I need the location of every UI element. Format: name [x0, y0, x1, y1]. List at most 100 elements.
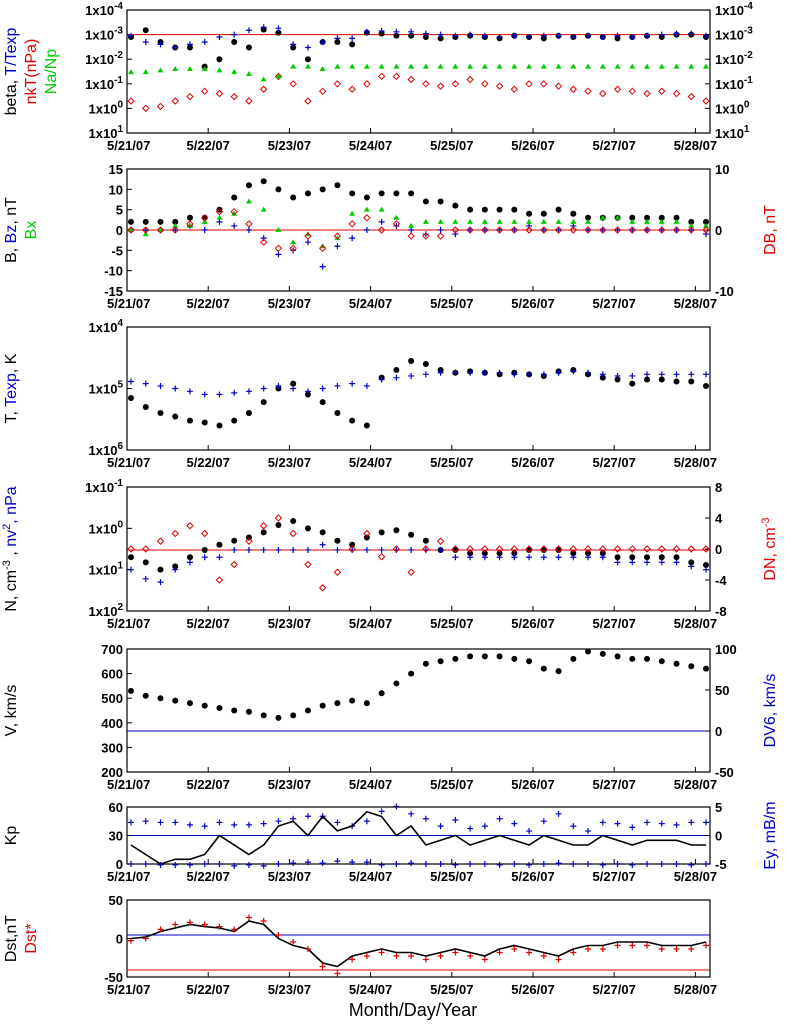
dv6-point [245, 821, 252, 828]
dst*-point [673, 946, 680, 952]
y-tick-label-right: -50 [715, 765, 734, 780]
nv2-point [452, 554, 459, 561]
v-point [511, 655, 518, 662]
bz-point [688, 227, 695, 233]
db-point [333, 232, 342, 240]
n-point [319, 529, 326, 536]
texp-point [629, 372, 636, 379]
na/np-point [570, 63, 577, 69]
bx-point [422, 218, 429, 224]
na/np-point [363, 63, 370, 69]
ey-point [467, 861, 474, 867]
dst*-point [349, 956, 356, 963]
texp-point [128, 378, 134, 385]
nkt-point [643, 89, 651, 98]
n-point [245, 534, 252, 541]
dv6-point [201, 823, 208, 830]
bz-point [275, 251, 282, 258]
bx-point [216, 214, 223, 220]
bx-point [186, 222, 193, 228]
x-tick-label: 5/22/07 [187, 138, 230, 153]
y-tick-label: 1x104 [89, 318, 124, 335]
y-tick-label: 0 [116, 223, 123, 238]
dst*-point [275, 932, 282, 938]
nv2-point [128, 566, 134, 573]
v-point [290, 712, 297, 719]
t/texp-point [496, 33, 503, 40]
db-point [142, 226, 150, 234]
bz-point [555, 227, 562, 233]
dst*-point [496, 949, 503, 956]
x-tick-label: 5/23/07 [268, 616, 311, 631]
dst*-point [422, 956, 429, 963]
beta-point [186, 44, 193, 51]
series-beta [128, 26, 709, 70]
texp-point [599, 371, 606, 378]
x-tick-label: 5/25/07 [430, 777, 473, 792]
n-point [481, 550, 488, 557]
db-point [318, 244, 327, 253]
db-point [584, 226, 592, 234]
b-point [644, 214, 651, 221]
db-point [451, 226, 460, 234]
bz-point [614, 227, 621, 233]
b-point [540, 210, 547, 217]
db-point [658, 226, 666, 234]
y-axis-label-right: DN, cm-3 [760, 517, 779, 580]
n-point [467, 550, 474, 557]
dn-point [510, 545, 519, 553]
v-point [585, 648, 592, 655]
na/np-point [349, 63, 356, 69]
db-point [289, 244, 297, 253]
t-point [644, 376, 651, 383]
b-point [245, 182, 252, 189]
texp-point [658, 371, 665, 378]
nv2-point [658, 559, 665, 566]
na/np-point [437, 63, 444, 69]
y-axis-label-left-2: nkT(nPa) [23, 39, 40, 105]
x-tick-label: 5/24/07 [349, 138, 392, 153]
b-point [393, 190, 400, 197]
dn-point [525, 545, 533, 553]
dn-point [201, 529, 209, 538]
na/np-point [688, 63, 695, 69]
texp-point [526, 371, 533, 378]
dst*-point [467, 953, 474, 959]
na/np-point [540, 63, 547, 69]
bx-point [408, 222, 415, 228]
dn-point [230, 560, 238, 569]
b-point [452, 202, 459, 209]
nkt-point [392, 72, 401, 81]
nv2-point [304, 546, 311, 553]
x-tick-label: 5/22/07 [187, 296, 230, 311]
dv6-point [408, 810, 415, 817]
y-tick-label: 0 [116, 932, 123, 947]
dn-point [348, 545, 356, 553]
dst*-point [688, 946, 695, 952]
v-point [393, 680, 400, 687]
v-point [378, 690, 385, 697]
series-dn [127, 514, 710, 592]
y-tick-label: 5 [116, 203, 123, 218]
nv2-point [319, 541, 326, 548]
x-tick-label: 5/27/07 [592, 869, 635, 884]
texp-point [334, 382, 341, 389]
t-point [599, 374, 606, 381]
t/texp-point [614, 32, 621, 39]
y-tick-label: -15 [104, 284, 123, 299]
b-point [467, 206, 474, 213]
bz-point [496, 227, 503, 233]
v-point [304, 707, 311, 714]
na/np-point [393, 63, 400, 69]
b-point [585, 214, 592, 221]
nv2-point [540, 554, 547, 561]
nv2-point [186, 559, 193, 566]
bz-point [467, 227, 474, 233]
t/texp-point [540, 32, 547, 39]
na/np-point [157, 67, 164, 73]
nkt-point [687, 92, 695, 101]
y-axis-label-left: Dst,nT [3, 915, 20, 962]
v-point [673, 660, 680, 667]
dv6-point [481, 823, 488, 830]
